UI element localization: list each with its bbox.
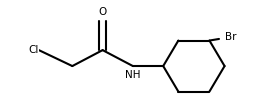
Text: O: O [98,7,107,17]
Text: Br: Br [225,32,236,42]
Text: Cl: Cl [29,45,39,55]
Text: NH: NH [125,70,141,80]
